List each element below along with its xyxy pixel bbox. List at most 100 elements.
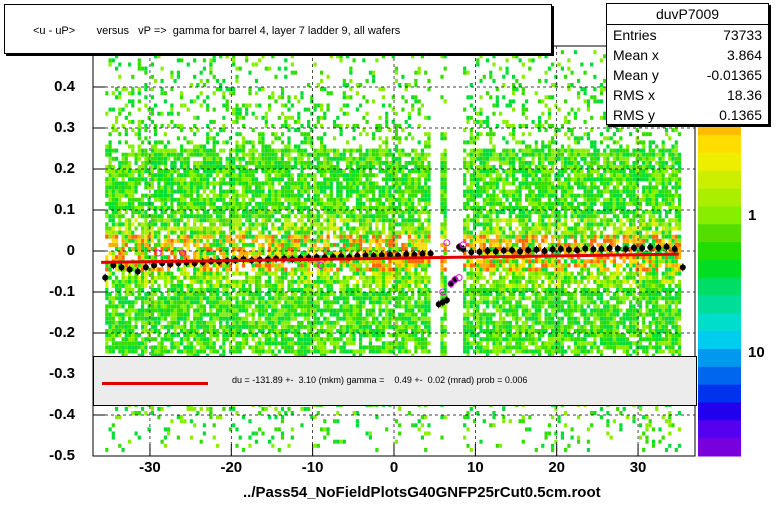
heatmap-cell	[320, 259, 324, 264]
heatmap-cell	[241, 279, 246, 284]
heatmap-cell	[307, 119, 311, 124]
heatmap-cell	[186, 62, 190, 67]
heatmap-cell	[303, 304, 307, 309]
heatmap-cell	[189, 201, 193, 206]
heatmap-cell	[355, 423, 359, 428]
heatmap-cell	[248, 185, 252, 190]
heatmap-cell	[355, 419, 359, 424]
heatmap-cell	[115, 222, 119, 227]
heatmap-cell	[368, 283, 372, 288]
heatmap-cell	[212, 316, 216, 321]
heatmap-cell	[267, 300, 272, 305]
heatmap-cell	[303, 160, 307, 165]
heatmap-cell	[303, 189, 307, 194]
heatmap-cell	[394, 288, 398, 292]
heatmap-cell	[215, 87, 219, 92]
heatmap-cell	[303, 242, 307, 247]
heatmap-cell	[394, 128, 398, 133]
heatmap-cell	[154, 300, 158, 305]
heatmap-cell	[326, 242, 330, 247]
heatmap-cell	[378, 115, 382, 120]
heatmap-cell	[267, 177, 272, 182]
heatmap-cell	[144, 83, 148, 87]
heatmap-cell	[391, 156, 395, 161]
heatmap-cell	[287, 345, 291, 350]
heatmap-cell	[176, 283, 180, 288]
heatmap-cell	[414, 165, 418, 169]
heatmap-cell	[372, 271, 376, 276]
heatmap-cell	[180, 193, 184, 198]
heatmap-cell	[215, 263, 219, 268]
heatmap-cell	[307, 136, 311, 141]
heatmap-cell	[316, 136, 320, 141]
heatmap-cell	[349, 87, 353, 92]
heatmap-cell	[124, 406, 128, 411]
heatmap-cell	[326, 197, 330, 202]
heatmap-cell	[235, 152, 239, 157]
heatmap-cell	[163, 201, 167, 206]
heatmap-cell	[245, 230, 249, 235]
heatmap-cell	[144, 103, 148, 108]
heatmap-cell	[167, 333, 171, 338]
heatmap-cell	[157, 341, 161, 346]
heatmap-cell	[248, 242, 252, 247]
heatmap-cell	[313, 308, 317, 313]
heatmap-cell	[261, 189, 265, 194]
heatmap-cell	[274, 415, 278, 420]
heatmap-cell	[183, 226, 187, 231]
heatmap-cell	[219, 251, 223, 256]
heatmap-cell	[404, 99, 408, 104]
heatmap-cell	[362, 230, 366, 235]
heatmap-cell	[176, 349, 180, 354]
heatmap-cell	[115, 288, 119, 292]
heatmap-cell	[274, 292, 278, 297]
heatmap-cell	[212, 177, 216, 182]
heatmap-cell	[394, 263, 398, 268]
heatmap-cell	[368, 148, 372, 153]
heatmap-cell	[160, 214, 164, 219]
heatmap-cell	[320, 230, 324, 235]
heatmap-cell	[333, 136, 337, 141]
heatmap-cell	[160, 353, 164, 358]
heatmap-cell	[167, 300, 171, 305]
heatmap-cell	[385, 218, 389, 223]
heatmap-cell	[121, 201, 125, 206]
heatmap-cell	[124, 324, 128, 329]
heatmap-cell	[180, 300, 184, 305]
heatmap-cell	[209, 283, 213, 288]
heatmap-cell	[176, 169, 180, 174]
heatmap-cell	[391, 251, 395, 256]
heatmap-cell	[277, 267, 281, 272]
heatmap-cell	[128, 160, 132, 165]
heatmap-cell	[326, 103, 330, 108]
heatmap-cell	[307, 300, 311, 305]
heatmap-cell	[375, 201, 379, 206]
heatmap-cell	[189, 128, 193, 133]
heatmap-cell	[280, 234, 285, 239]
heatmap-cell	[355, 214, 359, 219]
heatmap-cell	[349, 95, 353, 100]
heatmap-cell	[150, 152, 154, 157]
heatmap-cell	[274, 74, 278, 79]
heatmap-cell	[368, 70, 372, 75]
heatmap-cell	[245, 316, 249, 321]
heatmap-cell	[150, 267, 154, 272]
heatmap-cell	[271, 255, 275, 260]
heatmap-cell	[193, 288, 197, 292]
heatmap-cell	[137, 345, 141, 350]
heatmap-cell	[323, 296, 327, 301]
heatmap-cell	[134, 156, 138, 161]
heatmap-cell	[212, 345, 216, 350]
heatmap-cell	[297, 177, 301, 182]
heatmap-cell	[121, 165, 125, 169]
heatmap-cell	[144, 214, 148, 219]
heatmap-cell	[401, 345, 405, 350]
heatmap-cell	[228, 206, 233, 210]
heatmap-cell	[238, 165, 242, 169]
heatmap-cell	[199, 312, 203, 317]
heatmap-cell	[307, 156, 311, 161]
heatmap-cell	[251, 238, 255, 243]
heatmap-cell	[189, 214, 193, 219]
heatmap-cell	[394, 78, 398, 83]
heatmap-cell	[339, 238, 343, 243]
